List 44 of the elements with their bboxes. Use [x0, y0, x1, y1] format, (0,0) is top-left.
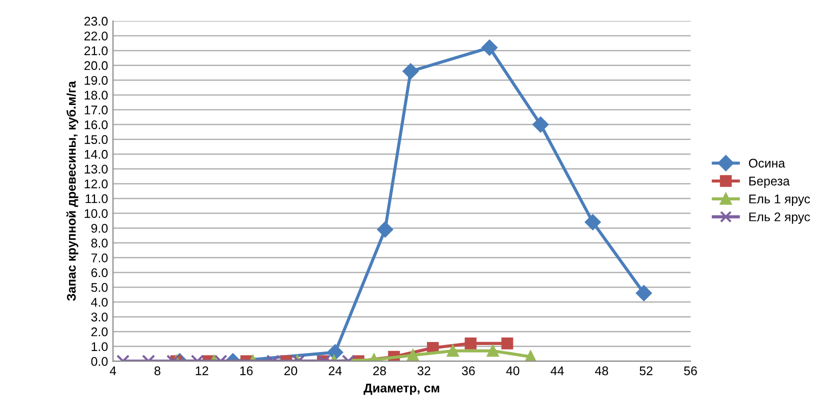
y-tick-label: 2.0: [91, 327, 108, 336]
y-axis-title: Запас крупной древесины, куб.м/га: [66, 80, 78, 301]
y-tick-label: 5.0: [91, 283, 108, 292]
y-tick-label: 18.0: [84, 90, 108, 100]
x-tick-label: 40: [506, 366, 520, 376]
y-tick-label: 20.0: [84, 61, 108, 70]
y-tick-label: 10.0: [84, 209, 108, 218]
y-tick-label: 15.0: [84, 135, 108, 144]
x-tick-label: 8: [154, 366, 160, 376]
legend-label: Береза: [749, 176, 790, 188]
x-tick-label: 16: [240, 366, 253, 376]
y-tick-label: 16.0: [84, 120, 108, 130]
y-tick-label: 22.0: [84, 32, 108, 40]
y-tick-label: 23.0: [84, 16, 108, 26]
y-tick-label: 3.0: [91, 312, 108, 322]
y-tick-label: 13.0: [84, 164, 108, 174]
y-tick-label: 6.0: [91, 268, 108, 278]
x-tick-label: 12: [196, 366, 208, 376]
y-tick-label: 1.0: [92, 342, 108, 352]
x-tick-label: 52: [640, 366, 652, 376]
legend-label: Осина: [748, 158, 786, 168]
x-tick-label: 24: [328, 366, 342, 376]
x-tick-label: 44: [550, 366, 564, 376]
x-tick-label: 48: [595, 366, 608, 376]
legend-label: Ель 2 ярус: [749, 212, 810, 224]
x-tick-label: 28: [373, 366, 386, 376]
y-tick-label: 14.0: [84, 150, 108, 159]
y-tick-label: 19.0: [84, 76, 108, 85]
y-tick-label: 8.0: [91, 238, 108, 248]
x-tick-label: 20: [284, 366, 298, 376]
legend-label: Ель 1 ярус: [749, 194, 810, 206]
y-tick-label: 21.0: [84, 46, 108, 56]
x-axis-title: Диаметр, см: [364, 384, 440, 395]
y-tick-label: 11.0: [86, 194, 108, 204]
x-tick-label: 32: [418, 366, 430, 376]
y-tick-label: 0.0: [91, 357, 108, 366]
y-tick-label: 9.0: [91, 224, 108, 233]
y-tick-label: 17.0: [84, 106, 108, 114]
x-tick-label: 4: [110, 366, 116, 376]
y-tick-label: 4.0: [91, 298, 108, 307]
x-tick-label: 56: [684, 366, 697, 376]
y-tick-label: 12.0: [84, 180, 108, 188]
x-tick-label: 36: [462, 366, 475, 376]
y-tick-label: 7.0: [91, 253, 108, 262]
